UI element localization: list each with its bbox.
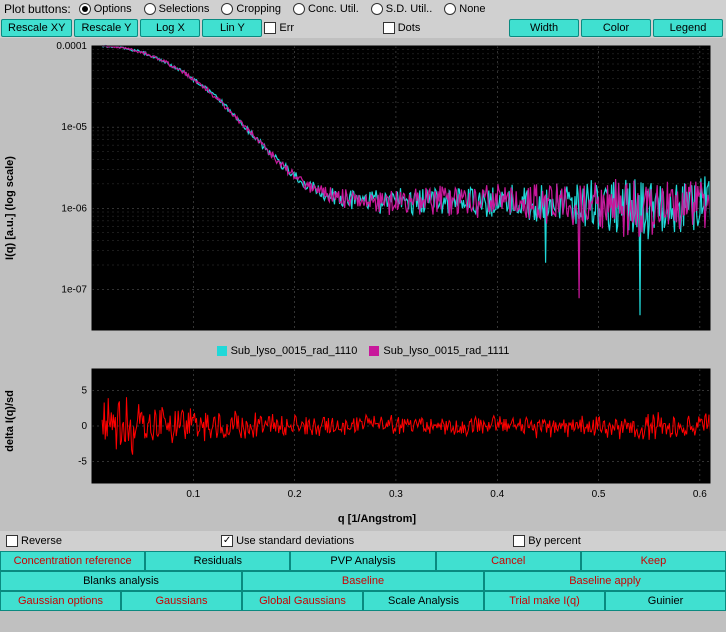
svg-text:0.0001: 0.0001 [56,41,87,52]
gaussian-options-button[interactable]: Gaussian options [0,591,121,611]
lin-y-button[interactable]: Lin Y [202,19,262,37]
svg-text:1e-06: 1e-06 [61,203,87,214]
residual-xlabel: q [1/Angstrom] [28,511,726,531]
plot-buttons-bar: Plot buttons: Options Selections Cropping C… [0,0,726,18]
err-checkbox[interactable]: Err [264,19,294,37]
svg-text:0: 0 [81,421,87,432]
plot-buttons-radio-group: Options Selections Cropping Conc. Util. S.D.… [79,3,486,15]
baseline-apply-button[interactable]: Baseline apply [484,571,726,591]
svg-text:0.4: 0.4 [490,489,504,500]
legend: Sub_lyso_0015_rad_1110 Sub_lyso_0015_rad_… [0,341,726,363]
concentration-reference-button[interactable]: Concentration reference [0,551,145,571]
dots-checkbox[interactable]: Dots [383,19,421,37]
svg-text:0.6: 0.6 [693,489,707,500]
trial-make-i-q--button[interactable]: Trial make I(q) [484,591,605,611]
cancel-button[interactable]: Cancel [436,551,581,571]
bottom-options: Reverse Use standard deviations By perce… [0,531,726,551]
baseline-button[interactable]: Baseline [242,571,484,591]
main-ylabel: I(q) [a.u.] (log scale) [4,156,16,260]
gaussians-button[interactable]: Gaussians [121,591,242,611]
svg-text:0.3: 0.3 [389,489,403,500]
radio-conc-util-[interactable]: Conc. Util. [293,3,359,15]
legend-button[interactable]: Legend [653,19,723,37]
rescale-xy-button[interactable]: Rescale XY [1,19,72,37]
pvp-analysis-button[interactable]: PVP Analysis [290,551,435,571]
scale-analysis-button[interactable]: Scale Analysis [363,591,484,611]
reverse-checkbox[interactable]: Reverse [6,535,62,547]
residual-chart: -5 0 5 0.1 0.2 0.3 0.4 0.5 0.6 [32,363,720,508]
svg-text:0.2: 0.2 [288,489,302,500]
svg-text:5: 5 [81,385,87,396]
legend-item: Sub_lyso_0015_rad_1111 [369,345,509,357]
radio-options[interactable]: Options [79,3,132,15]
guinier-button[interactable]: Guinier [605,591,726,611]
action-button-rows: Concentration referenceResidualsPVP Anal… [0,551,726,611]
log-x-button[interactable]: Log X [140,19,200,37]
radio-selections[interactable]: Selections [144,3,210,15]
svg-text:0.1: 0.1 [186,489,200,500]
radio-s-d-util-[interactable]: S.D. Util.. [371,3,432,15]
residuals-button[interactable]: Residuals [145,551,290,571]
svg-text:-5: -5 [78,457,87,468]
svg-text:1e-05: 1e-05 [61,122,87,133]
color-button[interactable]: Color [581,19,651,37]
legend-item: Sub_lyso_0015_rad_1110 [217,345,358,357]
blanks-analysis-button[interactable]: Blanks analysis [0,571,242,591]
keep-button[interactable]: Keep [581,551,726,571]
svg-text:0.5: 0.5 [592,489,606,500]
by-percent-checkbox[interactable]: By percent [513,535,581,547]
toolbar: Rescale XY Rescale Y Log X Lin Y Err Dot… [0,18,726,38]
main-chart: 0.0001 1e-05 1e-06 1e-07 [32,38,720,338]
rescale-y-button[interactable]: Rescale Y [74,19,138,37]
radio-none[interactable]: None [444,3,485,15]
plot-buttons-label: Plot buttons: [4,2,71,16]
use-sd-checkbox[interactable]: Use standard deviations [221,535,354,547]
radio-cropping[interactable]: Cropping [221,3,281,15]
svg-text:1e-07: 1e-07 [61,284,87,295]
global-gaussians-button[interactable]: Global Gaussians [242,591,363,611]
residual-ylabel: delta I(q)/sd [4,390,16,452]
width-button[interactable]: Width [509,19,579,37]
